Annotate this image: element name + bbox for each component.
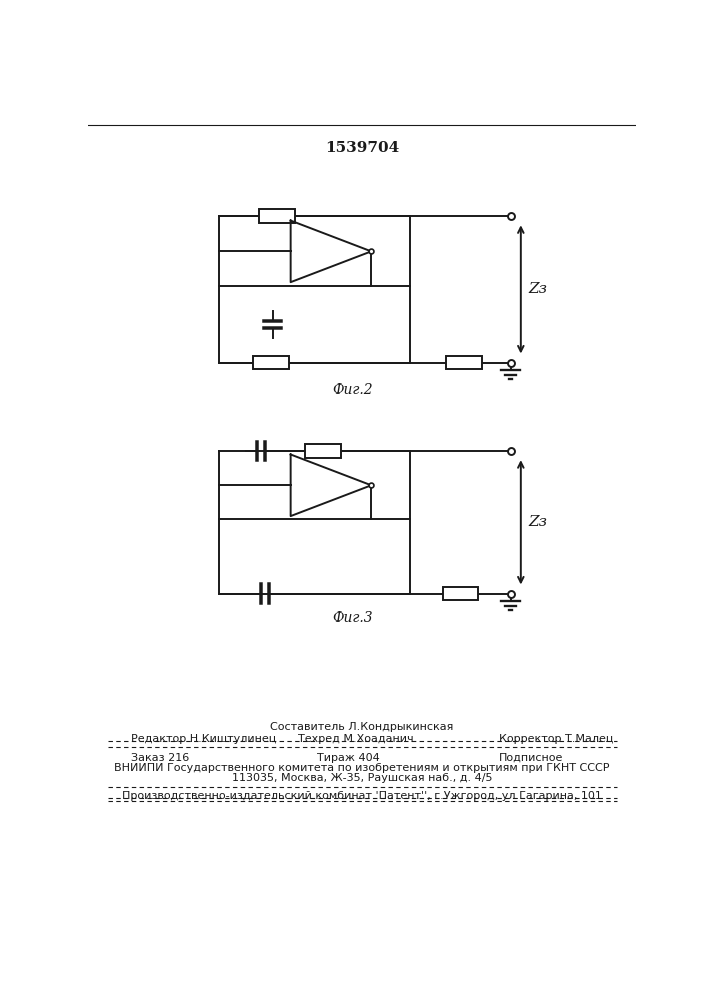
Bar: [443, 587, 478, 600]
Text: Фиг.3: Фиг.3: [333, 611, 373, 625]
Text: Производственно-издательский комбинат 'Патент'', г.Ужгород, ул.Гагарина, 101: Производственно-издательский комбинат 'П…: [122, 791, 602, 801]
Text: Заказ 216: Заказ 216: [131, 753, 189, 763]
Text: Тираж 404: Тираж 404: [317, 753, 380, 763]
Text: Составитель Л.Кондрыкинская: Составитель Л.Кондрыкинская: [270, 722, 454, 732]
Text: Фиг.2: Фиг.2: [333, 382, 373, 396]
Text: Редактор Н.Киштулинец: Редактор Н.Киштулинец: [131, 734, 276, 744]
Text: Zз: Zз: [529, 282, 548, 296]
Text: 1539704: 1539704: [325, 141, 399, 155]
Bar: [305, 444, 341, 458]
Text: 113035, Москва, Ж-35, Раушская наб., д. 4/5: 113035, Москва, Ж-35, Раушская наб., д. …: [232, 773, 492, 783]
Text: Zз: Zз: [529, 515, 548, 529]
Text: Корректор Т.Малец: Корректор Т.Малец: [499, 734, 614, 744]
Bar: [259, 209, 295, 223]
Bar: [253, 356, 289, 369]
Text: Подписное: Подписное: [499, 753, 563, 763]
Text: ВНИИПИ Государственного комитета по изобретениям и открытиям при ГКНТ СССР: ВНИИПИ Государственного комитета по изоб…: [115, 763, 609, 773]
Text: Техред М.Хоаданич: Техред М.Хоаданич: [298, 734, 414, 744]
Bar: [446, 356, 482, 369]
